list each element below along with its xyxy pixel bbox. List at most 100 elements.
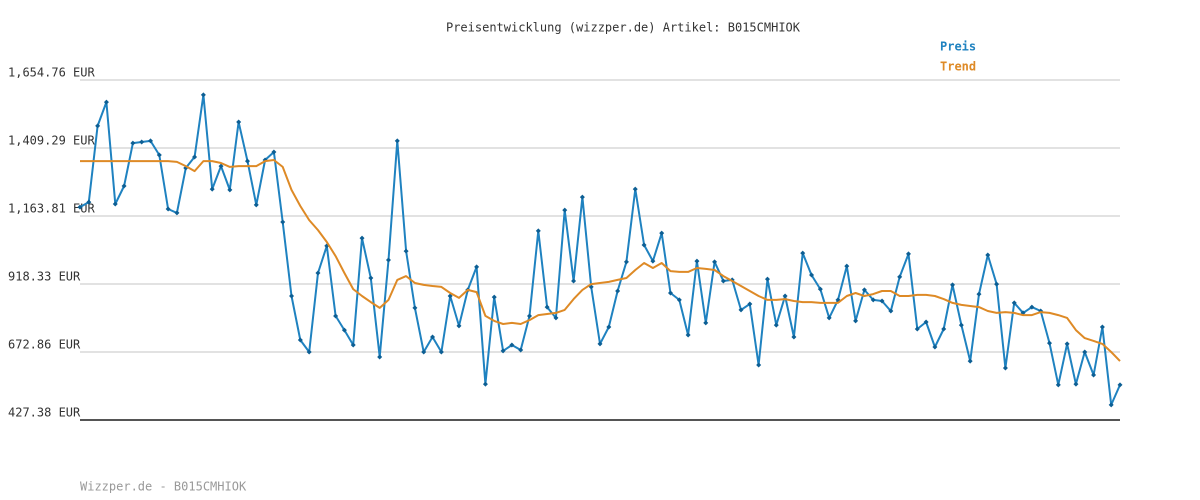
data-point — [377, 354, 383, 360]
data-point — [192, 154, 198, 160]
data-point — [306, 349, 312, 355]
data-point — [103, 99, 109, 105]
data-point — [244, 158, 250, 164]
legend-label: Preis — [940, 40, 976, 54]
data-point — [782, 293, 788, 299]
data-point — [888, 308, 894, 314]
legend-label: Trend — [940, 60, 976, 74]
data-point — [932, 344, 938, 350]
data-point — [668, 290, 674, 296]
data-point — [1029, 304, 1035, 310]
data-point — [615, 288, 621, 294]
data-point — [738, 307, 744, 313]
data-point — [430, 334, 436, 340]
data-point — [703, 320, 709, 326]
data-point — [756, 362, 762, 368]
data-point — [350, 342, 356, 348]
data-point — [685, 332, 691, 338]
data-point — [156, 152, 162, 158]
data-point — [553, 315, 559, 321]
data-point — [676, 297, 682, 303]
data-point — [597, 341, 603, 347]
y-tick-label: 427.38 EUR — [8, 406, 81, 420]
data-point — [403, 248, 409, 254]
data-point — [359, 235, 365, 241]
data-point — [967, 358, 973, 364]
data-point — [879, 298, 885, 304]
data-point — [1117, 382, 1123, 388]
data-point — [200, 92, 206, 98]
data-point — [535, 228, 541, 234]
data-point — [139, 139, 145, 145]
data-point — [509, 342, 515, 348]
data-point — [985, 252, 991, 258]
data-point — [165, 206, 171, 212]
y-tick-label: 1,654.76 EUR — [8, 66, 95, 80]
data-point — [994, 281, 1000, 287]
data-point — [174, 210, 180, 216]
data-point — [897, 274, 903, 280]
data-point — [976, 291, 982, 297]
data-point — [368, 275, 374, 281]
data-point — [809, 272, 815, 278]
data-point — [571, 278, 577, 284]
data-point — [421, 349, 427, 355]
data-point — [500, 348, 506, 354]
data-point — [1064, 341, 1070, 347]
data-point — [394, 138, 400, 144]
data-point — [227, 187, 233, 193]
data-point — [1108, 402, 1114, 408]
y-tick-label: 672.86 EUR — [8, 337, 81, 351]
y-tick-label: 1,163.81 EUR — [8, 201, 95, 215]
data-point — [844, 263, 850, 269]
data-point — [271, 149, 277, 155]
data-point — [491, 294, 497, 300]
data-point — [861, 287, 867, 293]
data-point — [659, 230, 665, 236]
data-point — [1046, 340, 1052, 346]
data-point — [579, 194, 585, 200]
data-point — [712, 259, 718, 265]
data-point — [632, 186, 638, 192]
data-point — [77, 204, 83, 210]
data-point — [280, 219, 286, 225]
data-point — [800, 250, 806, 256]
data-point — [905, 251, 911, 257]
data-point — [1091, 372, 1097, 378]
data-point — [148, 138, 154, 144]
data-point — [385, 257, 391, 263]
data-point — [641, 242, 647, 248]
data-point — [694, 258, 700, 264]
footer: Wizzper.de - B015CMHIOK — [80, 480, 247, 494]
data-point — [773, 322, 779, 328]
data-point — [482, 381, 488, 387]
data-point — [1073, 381, 1079, 387]
data-point — [112, 201, 118, 207]
data-point — [474, 264, 480, 270]
data-point — [297, 337, 303, 343]
data-point — [623, 259, 629, 265]
data-point — [817, 286, 823, 292]
data-point — [253, 202, 259, 208]
data-point — [526, 313, 532, 319]
data-point — [412, 305, 418, 311]
series-line — [80, 159, 1121, 362]
data-point — [650, 258, 656, 264]
data-point — [218, 163, 224, 169]
data-point — [1011, 300, 1017, 306]
y-tick-label: 918.33 EUR — [8, 270, 81, 284]
data-point — [1082, 349, 1088, 355]
data-point — [958, 322, 964, 328]
data-point — [853, 318, 859, 324]
data-point — [518, 347, 524, 353]
data-point — [606, 324, 612, 330]
data-point — [562, 207, 568, 213]
data-point — [914, 326, 920, 332]
data-point — [289, 293, 295, 299]
y-tick-label: 1,409.29 EUR — [8, 133, 95, 147]
data-point — [544, 304, 550, 310]
data-point — [950, 282, 956, 288]
data-point — [438, 349, 444, 355]
series-line — [79, 93, 1121, 406]
